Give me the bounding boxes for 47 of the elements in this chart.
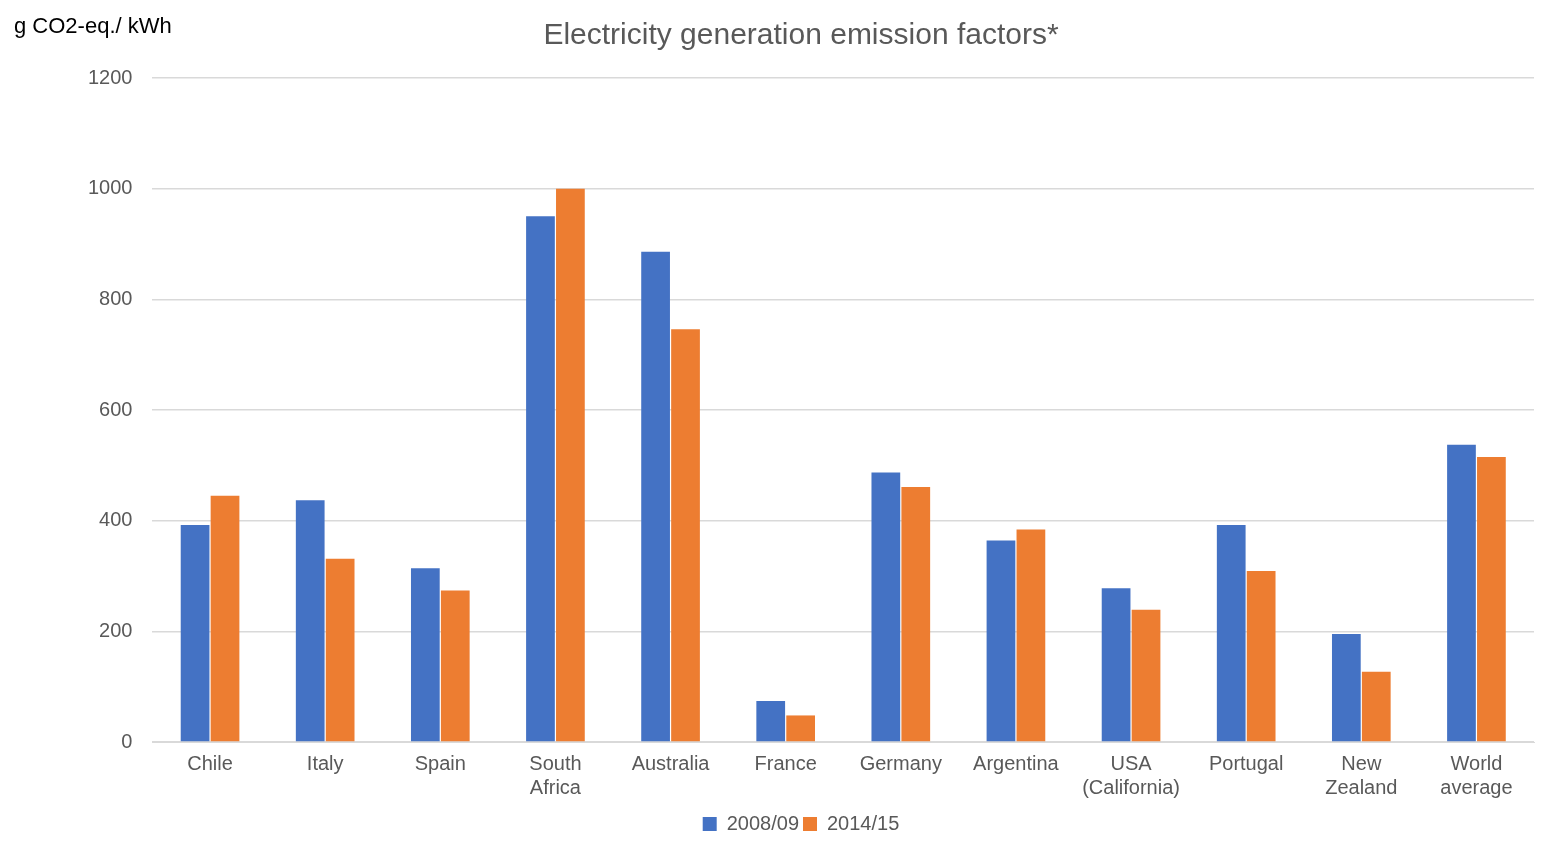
bar: [1016, 529, 1046, 742]
x-tick-label: Australia: [631, 751, 711, 774]
legend-label: 2014/15: [827, 811, 900, 834]
y-tick-label: 0: [121, 729, 133, 752]
y-tick-label: 400: [99, 508, 133, 531]
bar: [1361, 671, 1391, 742]
y-tick-label: 200: [99, 618, 133, 641]
x-tick-label: South Africa: [529, 751, 582, 798]
bar: [440, 590, 470, 742]
x-tick-label: France: [754, 751, 817, 774]
y-axis-title: g CO2-eq./ kWh: [14, 13, 172, 39]
y-tick-label: 600: [99, 397, 133, 420]
bar: [901, 486, 931, 742]
x-tick-label: Spain: [414, 751, 466, 774]
bar: [556, 188, 585, 742]
x-tick-label: Argentina: [973, 751, 1060, 774]
bar: [1101, 588, 1131, 742]
bar: [325, 558, 355, 742]
x-tick-label: Chile: [187, 751, 233, 774]
bar: [1246, 571, 1276, 742]
x-tick-label: World average: [1440, 751, 1513, 798]
bar: [180, 525, 210, 742]
bar: [756, 701, 786, 742]
bar: [1331, 634, 1361, 742]
bar: [1131, 609, 1161, 742]
x-tick-label: New Zealand: [1325, 751, 1398, 798]
y-tick-label: 1200: [87, 65, 133, 88]
y-tick-label: 800: [99, 286, 133, 309]
x-tick-label: Portugal: [1208, 751, 1284, 774]
bar: [1216, 525, 1246, 742]
bar: [641, 251, 670, 742]
bar: [526, 216, 555, 742]
x-tick-label: Italy: [306, 751, 344, 774]
bar: [671, 329, 700, 742]
x-tick-label: Germany: [859, 751, 942, 774]
bar: [986, 540, 1016, 742]
bar: [786, 715, 816, 742]
chart-title: Electricity generation emission factors*: [543, 17, 1059, 51]
bar: [210, 495, 240, 742]
bar: [871, 472, 901, 742]
bar: [1477, 457, 1506, 742]
x-tick-label: USA (California): [1082, 751, 1180, 798]
legend-label: 2008/09: [726, 811, 799, 834]
bar: [1447, 444, 1476, 742]
y-tick-label: 1000: [87, 176, 133, 199]
bar: [295, 500, 325, 742]
bar: [410, 568, 440, 742]
